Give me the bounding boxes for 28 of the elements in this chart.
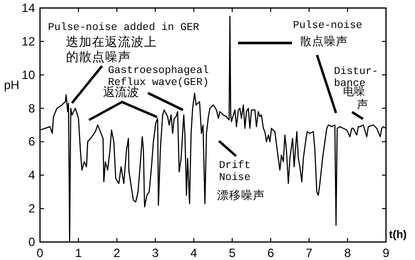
x-axis-title: t(h): [389, 229, 408, 241]
annotation: Drift Noise: [219, 160, 251, 184]
annotation: Pulse-noise: [293, 20, 362, 32]
x-tick-label: 4: [190, 246, 198, 260]
annotation: 的散点噪声: [66, 49, 131, 64]
x-tick-label: 7: [306, 246, 313, 260]
x-tick-label: 9: [382, 246, 390, 260]
y-axis-title: pH: [4, 78, 20, 92]
annotation: 散点噪声: [300, 34, 348, 48]
x-tick-label: 3: [152, 246, 159, 260]
y-tick-label: 10: [22, 68, 36, 82]
annotation: 迭加在返流波上: [66, 34, 157, 49]
y-tick-label: 4: [28, 168, 36, 182]
x-tick-label: 6: [267, 246, 274, 260]
annotation: 声: [357, 98, 368, 111]
y-tick-label: 8: [28, 101, 36, 116]
annotation: 漂移噪声: [217, 188, 265, 202]
x-tick-label: 1: [75, 246, 82, 260]
x-tick-label: 2: [114, 246, 121, 260]
y-tick-label: 6: [28, 134, 36, 149]
x-tick-label: 8: [344, 246, 352, 260]
x-tick-label: 0: [36, 246, 44, 260]
x-tick-label: 5: [228, 246, 236, 260]
annotation: Pulse-noise added in GER: [48, 22, 200, 34]
y-tick-label: 0: [28, 235, 36, 249]
y-tick-label: 12: [22, 34, 36, 48]
y-tick-label: 2: [28, 202, 36, 216]
y-tick-label: 14: [22, 1, 36, 15]
